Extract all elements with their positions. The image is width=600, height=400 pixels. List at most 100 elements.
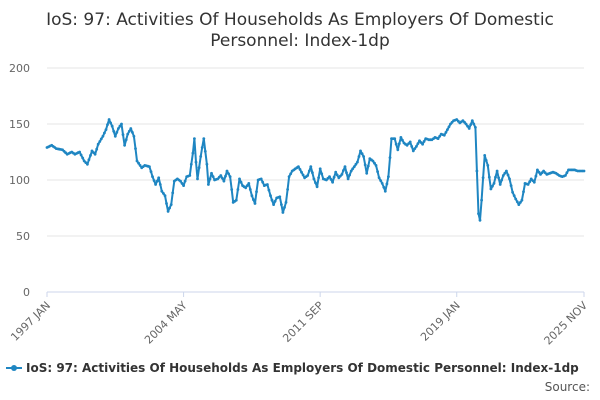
- data-point[interactable]: [134, 147, 137, 151]
- data-point[interactable]: [188, 174, 192, 177]
- data-point[interactable]: [314, 181, 317, 185]
- data-point[interactable]: [182, 184, 186, 188]
- data-point[interactable]: [238, 177, 241, 181]
- data-point[interactable]: [297, 165, 300, 169]
- data-point[interactable]: [89, 154, 92, 157]
- data-point[interactable]: [363, 163, 367, 167]
- data-point[interactable]: [374, 164, 378, 167]
- data-point[interactable]: [388, 156, 392, 160]
- data-point[interactable]: [112, 129, 116, 133]
- data-point[interactable]: [446, 128, 449, 132]
- data-point[interactable]: [300, 170, 303, 174]
- data-point[interactable]: [438, 134, 442, 138]
- data-point[interactable]: [98, 140, 102, 143]
- data-point[interactable]: [230, 188, 234, 191]
- data-point[interactable]: [255, 190, 258, 194]
- data-point[interactable]: [236, 188, 240, 191]
- data-point[interactable]: [376, 170, 379, 174]
- data-point[interactable]: [169, 203, 173, 207]
- data-point[interactable]: [267, 188, 271, 192]
- data-point[interactable]: [475, 169, 479, 173]
- data-point[interactable]: [183, 179, 187, 183]
- data-point[interactable]: [362, 155, 365, 158]
- data-point[interactable]: [107, 118, 111, 121]
- data-point[interactable]: [137, 161, 141, 165]
- data-point[interactable]: [331, 180, 334, 184]
- data-point[interactable]: [270, 198, 274, 202]
- data-point[interactable]: [379, 179, 383, 183]
- data-point[interactable]: [205, 162, 209, 166]
- data-point[interactable]: [194, 160, 198, 164]
- data-point[interactable]: [501, 174, 505, 177]
- data-point[interactable]: [287, 175, 291, 179]
- data-point[interactable]: [340, 173, 344, 176]
- data-point[interactable]: [349, 169, 353, 173]
- data-point[interactable]: [416, 142, 420, 146]
- data-point[interactable]: [179, 179, 182, 183]
- data-point[interactable]: [189, 162, 193, 166]
- data-point[interactable]: [103, 131, 106, 135]
- data-point[interactable]: [506, 173, 510, 177]
- data-point[interactable]: [520, 198, 524, 202]
- data-point[interactable]: [422, 140, 426, 143]
- data-point[interactable]: [494, 175, 497, 179]
- data-point[interactable]: [163, 194, 167, 198]
- data-point[interactable]: [101, 134, 105, 138]
- data-point[interactable]: [335, 173, 339, 177]
- data-point[interactable]: [387, 175, 390, 179]
- data-point[interactable]: [157, 176, 161, 180]
- data-point[interactable]: [115, 131, 119, 134]
- data-point[interactable]: [199, 155, 203, 158]
- data-point[interactable]: [272, 203, 275, 207]
- data-point[interactable]: [348, 173, 351, 177]
- data-point[interactable]: [200, 146, 204, 149]
- data-point[interactable]: [306, 174, 310, 177]
- data-point[interactable]: [250, 194, 254, 198]
- data-point[interactable]: [396, 148, 400, 152]
- data-point[interactable]: [203, 150, 207, 153]
- data-point[interactable]: [234, 198, 238, 202]
- data-point[interactable]: [191, 151, 195, 155]
- data-point[interactable]: [447, 125, 451, 129]
- data-point[interactable]: [528, 180, 532, 184]
- data-point[interactable]: [413, 147, 417, 151]
- data-point[interactable]: [508, 177, 511, 181]
- data-point[interactable]: [503, 171, 507, 175]
- data-point[interactable]: [95, 147, 99, 151]
- data-point[interactable]: [79, 153, 83, 157]
- data-point[interactable]: [352, 165, 356, 169]
- data-point[interactable]: [343, 165, 347, 169]
- data-point[interactable]: [165, 202, 168, 205]
- data-point[interactable]: [239, 180, 243, 184]
- data-point[interactable]: [371, 159, 375, 163]
- data-point[interactable]: [219, 174, 223, 177]
- data-point[interactable]: [132, 134, 136, 138]
- data-point[interactable]: [152, 179, 156, 183]
- data-point[interactable]: [210, 171, 213, 175]
- data-point[interactable]: [120, 122, 123, 126]
- data-point[interactable]: [329, 178, 333, 181]
- data-point[interactable]: [522, 190, 525, 194]
- data-point[interactable]: [509, 184, 513, 188]
- data-point[interactable]: [351, 167, 355, 171]
- data-point[interactable]: [301, 173, 305, 177]
- data-point[interactable]: [118, 124, 122, 128]
- data-point[interactable]: [168, 206, 172, 210]
- data-point[interactable]: [244, 186, 248, 190]
- data-point[interactable]: [486, 164, 490, 167]
- data-point[interactable]: [512, 194, 516, 198]
- data-point[interactable]: [78, 150, 81, 154]
- data-point[interactable]: [211, 175, 215, 179]
- data-point[interactable]: [373, 161, 376, 165]
- data-point[interactable]: [93, 152, 97, 156]
- data-point[interactable]: [401, 138, 404, 142]
- data-point[interactable]: [117, 127, 120, 130]
- data-point[interactable]: [106, 123, 109, 126]
- data-point[interactable]: [495, 169, 499, 173]
- legend[interactable]: IoS: 97: Activities Of Households As Emp…: [6, 361, 579, 375]
- data-point[interactable]: [514, 197, 518, 201]
- data-point[interactable]: [99, 137, 103, 141]
- data-point[interactable]: [415, 145, 418, 148]
- data-point[interactable]: [328, 175, 331, 179]
- data-point[interactable]: [247, 182, 251, 185]
